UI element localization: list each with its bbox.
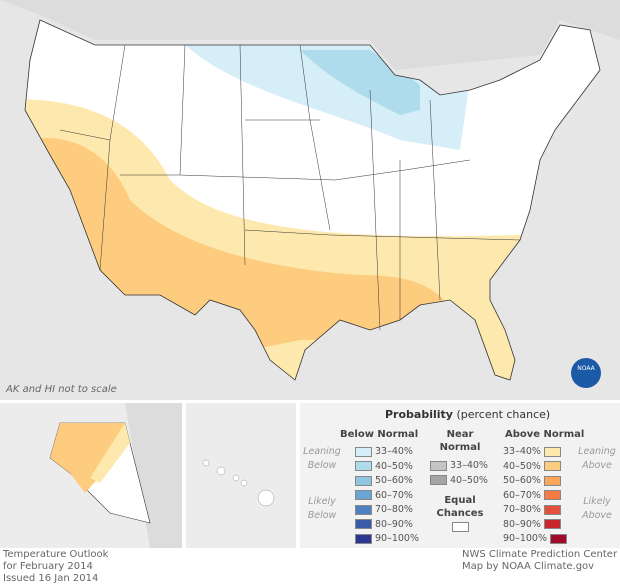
leaning-above-label: Leaning Above	[578, 446, 616, 471]
near-legend-item: 40–50%	[430, 475, 491, 487]
above-swatch	[543, 461, 561, 471]
below-legend-item: 33–40%	[355, 446, 416, 458]
footer-left: Temperature Outlook for February 2014 Issu…	[3, 549, 109, 584]
equal-chances-swatch	[452, 522, 469, 532]
legend: Probability (percent chance) Below Norma…	[300, 403, 620, 548]
near-swatch	[430, 475, 447, 485]
below-swatch	[355, 490, 372, 500]
leaning-below-label: Leaning Below	[303, 446, 341, 471]
near-range-label: 40–50%	[450, 474, 488, 486]
below-swatch	[355, 475, 372, 486]
below-legend-item: 60–70%	[355, 490, 416, 502]
alaska-inset	[0, 403, 182, 548]
below-legend-item: 90–100%	[355, 533, 422, 545]
below-range-label: 40–50%	[375, 460, 413, 472]
below-range-label: 60–70%	[375, 489, 413, 501]
above-range-label: 70–80%	[503, 504, 541, 515]
scale-note: AK and HI not to scale	[6, 384, 117, 395]
above-normal-header: Above Normal	[505, 429, 585, 440]
above-swatch	[550, 533, 567, 544]
below-normal-header: Below Normal	[340, 429, 419, 440]
canada	[0, 0, 620, 70]
conus-map: NOAA AK and HI not to scale	[0, 0, 620, 400]
near-range-label: 33–40%	[450, 460, 488, 471]
above-swatch	[543, 504, 561, 515]
near-swatch	[430, 460, 447, 471]
above-legend-item: 50–60%	[500, 475, 561, 487]
below-range-label: 50–60%	[375, 475, 413, 486]
noaa-logo	[571, 358, 601, 388]
below-swatch	[355, 519, 372, 529]
above-range-label: 40–50%	[503, 460, 541, 472]
above-legend-item: 60–70%	[500, 490, 561, 502]
likely-below-label: Likely Below	[307, 496, 337, 521]
above-swatch	[543, 475, 561, 486]
above-range-label: 90–100%	[503, 533, 547, 544]
below-swatch	[355, 504, 372, 515]
above-range-label: 33–40%	[503, 446, 541, 457]
below-range-label: 90–100%	[375, 533, 419, 544]
below-legend-item: 80–90%	[355, 519, 416, 531]
equal-chances-label: Equal Chances	[436, 495, 484, 519]
above-legend-item: 70–80%	[500, 504, 561, 516]
above-legend-item: 40–50%	[500, 461, 561, 473]
hawaii-inset	[186, 403, 296, 548]
above-legend-item: 33–40%	[500, 446, 561, 458]
above-swatch	[543, 490, 561, 500]
above-range-label: 80–90%	[503, 518, 541, 530]
above-range-label: 60–70%	[503, 489, 541, 501]
below-legend-item: 40–50%	[355, 461, 416, 473]
footer-right: NWS Climate Prediction Center Map by NOAA…	[462, 549, 618, 572]
near-legend-item: 33–40%	[430, 460, 491, 472]
us-map-svg: NOAA	[0, 0, 620, 388]
above-legend-item: 90–100%	[500, 533, 567, 545]
below-range-label: 70–80%	[375, 504, 413, 515]
below-legend-item: 70–80%	[355, 504, 416, 516]
below-legend-item: 50–60%	[355, 475, 416, 487]
us-outline	[24, 19, 601, 381]
legend-title: Probability (percent chance)	[385, 408, 551, 421]
below-swatch	[355, 446, 372, 457]
below-range-label: 80–90%	[375, 518, 413, 530]
above-range-label: 50–60%	[503, 475, 541, 486]
below-range-label: 33–40%	[375, 446, 413, 457]
above-swatch	[543, 446, 561, 457]
near-normal-header: Near Normal	[439, 429, 481, 453]
below-swatch	[355, 461, 372, 471]
above-legend-item: 80–90%	[500, 519, 561, 531]
noaa-logo-text: NOAA	[577, 365, 595, 372]
likely-above-label: Likely Above	[582, 496, 612, 521]
below-swatch	[355, 533, 372, 544]
state-borders	[59, 44, 521, 331]
above-swatch	[543, 519, 561, 529]
